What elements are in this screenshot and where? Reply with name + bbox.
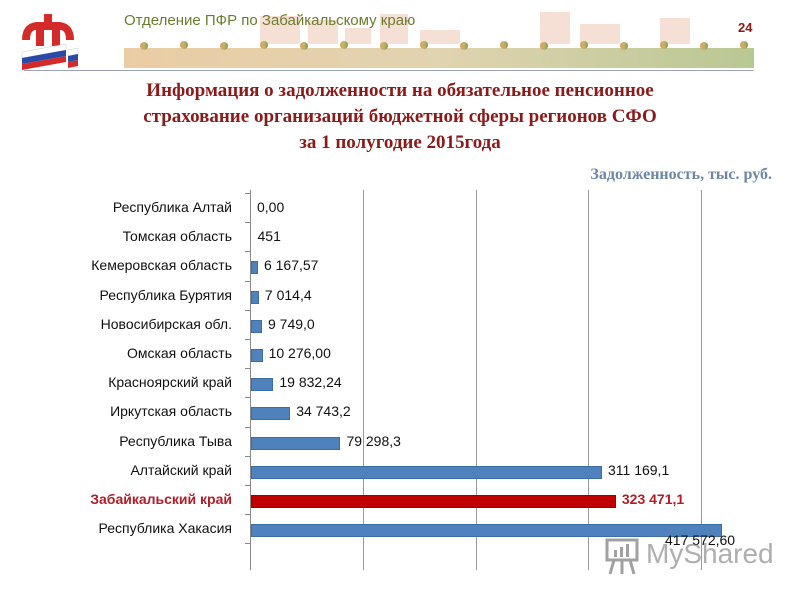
axis-tick — [245, 309, 250, 311]
bar — [251, 524, 723, 538]
axis-tick — [245, 280, 250, 282]
pfr-logo-icon — [21, 14, 79, 70]
title-line-1: Информация о задолженности на обязательн… — [146, 80, 654, 101]
category-label: Иркутская область — [110, 403, 232, 420]
axis-tick — [245, 251, 250, 253]
gridline — [475, 190, 477, 570]
value-label: 7 014,4 — [264, 286, 312, 303]
bar-chart: Республика Алтай 0,00 Томская область 451 Ке… — [0, 190, 800, 570]
watermark-presentation-icon — [605, 538, 639, 575]
value-label: 34 743,2 — [296, 403, 351, 420]
org-title: Отделение ПФР по Забайкальскому краю — [124, 12, 416, 29]
category-axis — [250, 190, 251, 570]
category-label: Красноярский край — [108, 374, 232, 391]
value-label: 6 167,57 — [263, 257, 319, 274]
bar — [251, 407, 291, 421]
bar-row: Забайкальский край 323 471,1 — [0, 487, 800, 516]
bar-row: Омская область 10 276,00 — [0, 341, 800, 370]
units-label: Задолженность, тыс. руб. — [590, 166, 772, 183]
title-line-2: страхование организаций бюджетной сферы … — [143, 106, 657, 127]
bar — [251, 378, 274, 392]
axis-tick — [245, 368, 250, 370]
crowd-silhouette-decoration — [124, 41, 754, 68]
axis-tick — [245, 193, 250, 194]
category-label: Республика Хакасия — [98, 520, 232, 537]
axis-tick — [245, 485, 250, 486]
bar-row: Красноярский край 19 832,24 — [0, 370, 800, 399]
page-number: 24 — [738, 20, 753, 35]
value-label: 10 276,00 — [268, 345, 331, 361]
category-label: Республика Алтай — [112, 199, 232, 215]
axis-tick — [245, 455, 250, 457]
gridline — [588, 190, 590, 570]
axis-tick — [245, 339, 250, 340]
highlight-bar — [251, 495, 616, 508]
bar — [251, 261, 258, 275]
value-label: 0,00 — [257, 199, 285, 215]
bar — [251, 319, 262, 333]
bar-row: Республика Алтай 0,00 — [0, 195, 800, 224]
category-label: Республика Тыва — [119, 432, 232, 449]
value-label: 417 572,60 — [665, 532, 736, 549]
gridline — [701, 190, 703, 570]
value-label: 311 169,1 — [607, 461, 670, 478]
gridline — [362, 190, 364, 570]
axis-tick — [245, 543, 250, 545]
axis-tick — [245, 426, 250, 428]
header-divider — [24, 70, 754, 71]
category-label: Забайкальский край — [90, 491, 232, 507]
bar-row: Республика Бурятия 7 014,4 — [0, 283, 800, 312]
category-label: Омская область — [126, 345, 232, 361]
bar-row: Новосибирская обл. 9 749,0 — [0, 312, 800, 341]
value-label: 79 298,3 — [346, 432, 401, 449]
bar-row: Кемеровская область 6 167,57 — [0, 253, 800, 282]
bar-row: Республика Тыва 79 298,3 — [0, 429, 800, 458]
value-label: 19 832,24 — [279, 374, 342, 391]
category-label: Кемеровская область — [91, 257, 232, 274]
bar — [251, 290, 259, 304]
bar — [251, 436, 341, 450]
bar — [251, 465, 602, 479]
axis-tick — [245, 514, 250, 516]
axis-tick — [245, 222, 250, 224]
bar-row: Республика Хакасия 417 572,60 — [0, 516, 800, 549]
bar-row: Алтайский край 311 169,1 — [0, 458, 800, 487]
bar-row: Томская область 451 — [0, 224, 800, 253]
value-label: 451 — [257, 228, 281, 245]
category-label: Томская область — [122, 228, 232, 245]
category-label: Алтайский край — [130, 461, 232, 478]
city-skyline-decoration — [260, 12, 690, 44]
axis-tick — [245, 397, 250, 399]
bar-row: Иркутская область 34 743,2 — [0, 399, 800, 428]
category-label: Республика Бурятия — [99, 286, 232, 303]
slide-title: Информация о задолженности на обязательн… — [40, 78, 760, 156]
bar — [251, 349, 263, 362]
title-line-3: за 1 полугодие 2015года — [299, 132, 501, 153]
slide-header: Отделение ПФР по Забайкальскому краю 24 — [0, 0, 800, 72]
category-label: Новосибирская обл. — [100, 315, 232, 332]
value-label: 9 749,0 — [267, 315, 315, 332]
watermark-text: MyShared — [646, 538, 774, 569]
value-label: 323 471,1 — [621, 491, 685, 507]
